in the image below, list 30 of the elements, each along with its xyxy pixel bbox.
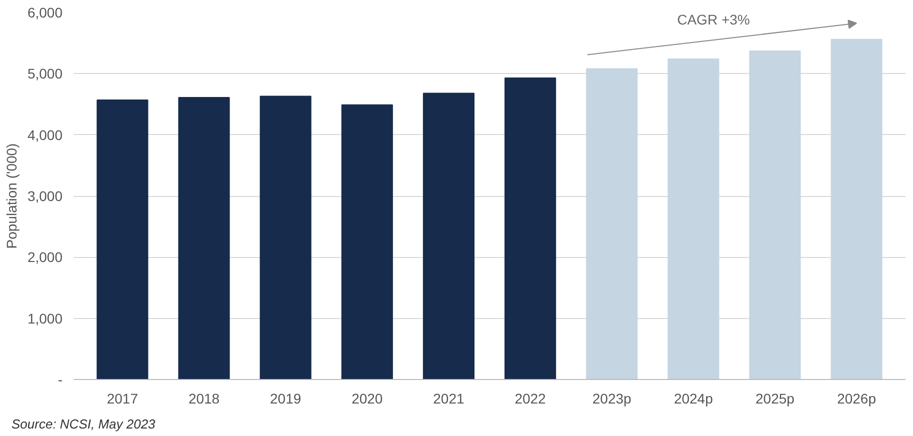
bar: [341, 104, 393, 380]
y-axis-title: Population ('000): [3, 143, 20, 249]
x-tick-label: 2025p: [756, 390, 795, 406]
x-tick-label: 2019: [270, 390, 302, 406]
bar: [586, 68, 638, 380]
y-tick-label: -: [58, 372, 63, 388]
annotation: CAGR +3%: [677, 11, 750, 28]
x-tick-label: 2026p: [837, 390, 876, 406]
y-tick-label: 4,000: [27, 126, 63, 143]
source-note: Source: NCSI, May 2023: [12, 416, 156, 432]
y-tick-label: 1,000: [27, 310, 63, 326]
y-tick-label: 3,000: [27, 188, 63, 204]
bar: [504, 77, 556, 380]
x-tick-label: 2017: [106, 390, 138, 406]
bar: [749, 50, 801, 380]
x-tick-label: 2021: [433, 390, 464, 406]
y-tick-label: 6,000: [27, 4, 63, 20]
x-tick-label: 2024p: [674, 390, 714, 406]
y-tick-label: 2,000: [27, 249, 63, 266]
x-tick-label: 2018: [188, 390, 220, 406]
bar: [830, 38, 882, 380]
bar: [260, 96, 312, 380]
bar: [178, 97, 230, 380]
y-tick-label: 5,000: [27, 66, 63, 82]
x-tick-label: 2023p: [592, 390, 632, 406]
bar: [668, 58, 720, 380]
bar: [422, 92, 474, 380]
x-tick-label: 2022: [514, 390, 546, 406]
bar: [96, 99, 148, 380]
x-tick-label: 2020: [352, 390, 383, 406]
